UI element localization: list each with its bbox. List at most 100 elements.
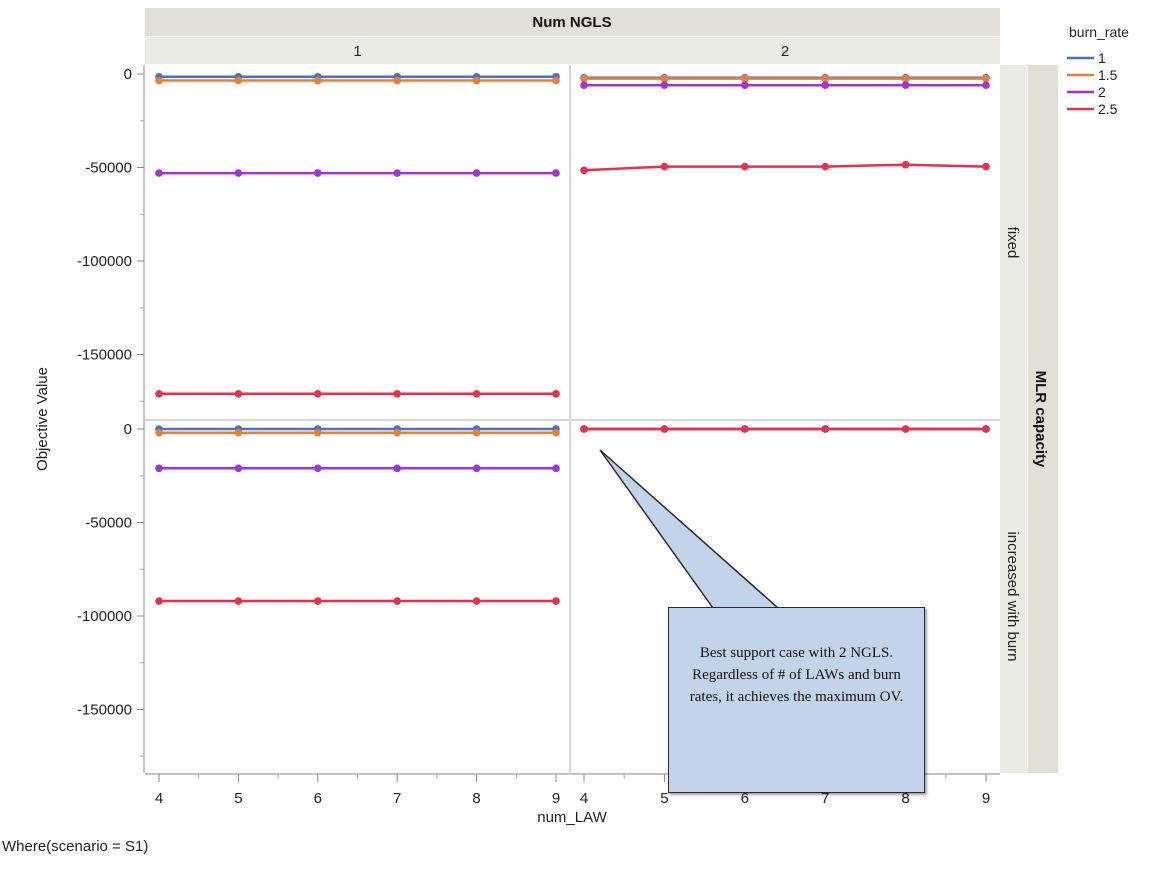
data-point-1_5 — [155, 428, 163, 437]
y-tick-label: -100000 — [77, 608, 132, 625]
x-tick-label: 9 — [552, 790, 560, 807]
data-point-2 — [741, 81, 749, 90]
data-point-2 — [155, 464, 163, 473]
data-point-2_5 — [982, 425, 990, 433]
facet-col-label-bg — [570, 37, 1000, 64]
data-point-2_5 — [234, 389, 243, 398]
y-tick-label: -50000 — [85, 515, 132, 532]
data-point-2 — [393, 464, 402, 473]
data-point-2_5 — [472, 389, 481, 398]
data-point-2_5 — [155, 389, 163, 398]
data-point-1_5 — [472, 428, 481, 437]
facet-col-label: 2 — [781, 43, 789, 60]
y-tick-label: 0 — [124, 421, 132, 438]
data-point-2_5 — [741, 162, 749, 171]
data-point-2_5 — [901, 160, 910, 169]
y-tick-label: -150000 — [77, 347, 132, 364]
data-point-1_5 — [314, 428, 322, 437]
data-point-1_5 — [234, 428, 243, 437]
data-point-1_5 — [393, 76, 402, 85]
data-point-2_5 — [580, 425, 588, 433]
data-point-2 — [552, 169, 560, 177]
y-tick-label: -100000 — [77, 253, 132, 270]
data-point-2_5 — [982, 162, 990, 171]
data-point-2_5 — [314, 597, 322, 605]
data-point-2 — [393, 169, 402, 177]
data-point-2_5 — [314, 389, 322, 398]
data-point-1_5 — [472, 76, 481, 85]
y-axis-title: Objective Value — [34, 367, 51, 471]
data-point-2 — [821, 81, 829, 90]
x-tick-label: 5 — [234, 790, 242, 807]
data-point-2 — [982, 81, 990, 90]
data-point-2_5 — [580, 166, 588, 175]
facet-col-label: 1 — [353, 43, 361, 60]
facet-row-title: MLR capacity — [1032, 371, 1049, 468]
series-line-2_5 — [583, 163, 987, 172]
data-point-2_5 — [393, 597, 402, 605]
data-point-2_5 — [155, 597, 163, 605]
data-point-2 — [314, 464, 322, 473]
facet-col-title: Num NGLS — [532, 14, 611, 31]
data-point-2 — [901, 81, 910, 90]
x-axis-title: num_LAW — [537, 809, 607, 826]
data-point-1_5 — [155, 76, 163, 85]
data-point-1_5 — [552, 428, 560, 437]
facet-row-label-bg — [1000, 420, 1027, 773]
y-tick-label: -50000 — [85, 160, 132, 177]
facet-row-label-bg — [1000, 65, 1027, 420]
facet-row-label: fixed — [1004, 227, 1021, 259]
data-point-2 — [472, 169, 481, 177]
data-point-2_5 — [552, 389, 560, 398]
legend-title: burn_rate — [1069, 24, 1129, 40]
data-point-2_5 — [472, 597, 481, 605]
data-point-2 — [234, 464, 243, 473]
x-tick-label: 4 — [155, 790, 163, 807]
x-tick-label: 9 — [982, 790, 990, 807]
data-point-2 — [155, 169, 163, 177]
data-point-1_5 — [393, 428, 402, 437]
data-point-2 — [580, 81, 588, 90]
y-tick-label: 0 — [124, 66, 132, 83]
callout-annotation: Best support case with 2 NGLS. Regardles… — [668, 607, 925, 793]
data-point-1_5 — [314, 76, 322, 85]
data-point-2 — [552, 464, 560, 473]
data-point-1_5 — [821, 74, 829, 83]
facet-row-label: increased with burn — [1004, 531, 1021, 661]
legend-label: 1.5 — [1098, 67, 1118, 83]
legend-label: 1 — [1098, 50, 1106, 66]
x-tick-label: 7 — [821, 790, 829, 807]
data-point-2_5 — [660, 425, 669, 433]
data-point-1_5 — [552, 76, 560, 85]
data-point-2 — [660, 81, 669, 90]
facet-col-header-bg — [145, 8, 1000, 36]
x-tick-label: 8 — [901, 790, 909, 807]
data-point-2 — [234, 169, 243, 177]
x-tick-label: 8 — [472, 790, 480, 807]
legend-label: 2.5 — [1098, 101, 1118, 117]
x-tick-label: 4 — [580, 790, 588, 807]
where-clause-note: Where(scenario = S1) — [2, 838, 149, 855]
data-point-2_5 — [234, 597, 243, 605]
data-point-2_5 — [393, 389, 402, 398]
data-point-1_5 — [580, 74, 588, 83]
data-point-1_5 — [660, 74, 669, 83]
data-point-2_5 — [552, 597, 560, 605]
legend-label: 2 — [1098, 84, 1106, 100]
x-tick-label: 5 — [660, 790, 668, 807]
data-point-1_5 — [234, 76, 243, 85]
data-point-2_5 — [821, 162, 829, 171]
facet-col-label-bg — [145, 37, 570, 64]
x-tick-label: 6 — [741, 790, 749, 807]
data-point-1_5 — [982, 74, 990, 83]
data-point-2_5 — [660, 162, 669, 171]
facet-row-header-bg — [1028, 65, 1058, 773]
callout-pointer — [599, 449, 780, 609]
data-point-1_5 — [741, 74, 749, 83]
data-point-2_5 — [901, 425, 910, 433]
data-point-2 — [472, 464, 481, 473]
x-tick-label: 6 — [314, 790, 322, 807]
data-point-1_5 — [901, 74, 910, 83]
